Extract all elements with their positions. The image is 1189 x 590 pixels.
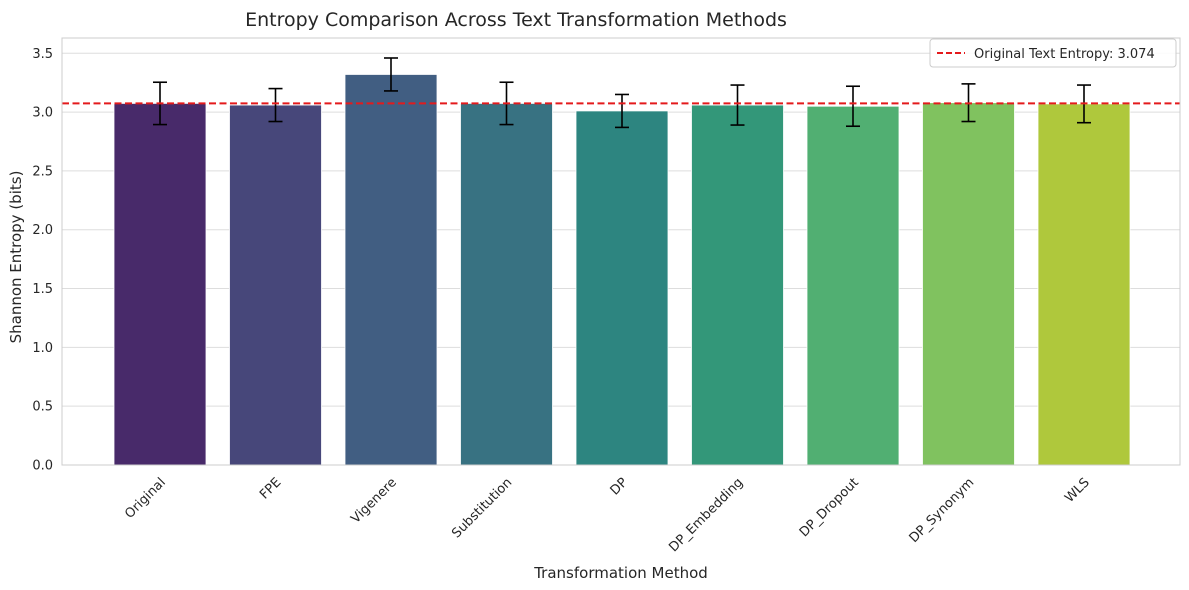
x-tick-label: Substitution bbox=[449, 475, 515, 541]
error-bar bbox=[268, 87, 283, 123]
y-tick-label: 2.5 bbox=[32, 164, 53, 179]
y-tick-label: 3.5 bbox=[32, 47, 53, 62]
legend-box bbox=[929, 38, 1177, 68]
y-tick-label: 1.5 bbox=[32, 282, 53, 297]
bar-dp bbox=[575, 110, 669, 466]
legend-label: Original Text Entropy: 3.074 bbox=[974, 47, 1155, 62]
y-tick-label: 1.0 bbox=[32, 341, 53, 356]
bar-substitution bbox=[460, 103, 553, 466]
bar-dp-synonym bbox=[922, 102, 1015, 466]
x-axis-title: Transformation Method bbox=[533, 564, 708, 582]
y-tick-label: 2.0 bbox=[32, 223, 53, 238]
plot-frame bbox=[61, 37, 1181, 466]
x-tick-label: Original bbox=[122, 475, 169, 522]
x-tick-labels: Original FPE Vigenere Substitution DP DP_Embe… bbox=[122, 475, 1093, 555]
y-tick-label: 0.0 bbox=[32, 459, 53, 474]
y-tick-label: 3.0 bbox=[32, 106, 53, 121]
x-tick-label: WLS bbox=[1062, 475, 1093, 506]
error-bar bbox=[615, 93, 629, 129]
y-tick-label: 0.5 bbox=[32, 400, 53, 415]
error-bar bbox=[384, 57, 398, 92]
bar-dp-embedding bbox=[691, 104, 784, 466]
legend: Original Text Entropy: 3.074 bbox=[929, 38, 1177, 68]
chart-title: Entropy Comparison Across Text Transform… bbox=[245, 9, 787, 31]
x-tick-label: FPE bbox=[257, 475, 284, 502]
y-axis-title: Shannon Entropy (bits) bbox=[7, 171, 25, 344]
bars bbox=[113, 74, 1131, 466]
bar-fpe bbox=[229, 104, 322, 466]
x-tick-label: DP bbox=[608, 475, 631, 498]
bar-vigenere bbox=[344, 74, 438, 466]
bar-wls bbox=[1037, 103, 1131, 466]
y-tick-labels: 0.0 0.5 1.0 1.5 2.0 2.5 3.0 3.5 bbox=[32, 47, 53, 474]
error-bar bbox=[730, 84, 745, 126]
bar-dp-dropout bbox=[806, 105, 900, 466]
x-tick-label: DP_Dropout bbox=[797, 475, 862, 540]
x-tick-label: DP_Synonym bbox=[907, 475, 978, 546]
x-tick-label: Vigenere bbox=[348, 475, 399, 526]
x-tick-label: DP_Embedding bbox=[666, 475, 746, 555]
error-bar bbox=[846, 85, 860, 128]
bar-original bbox=[113, 103, 207, 466]
